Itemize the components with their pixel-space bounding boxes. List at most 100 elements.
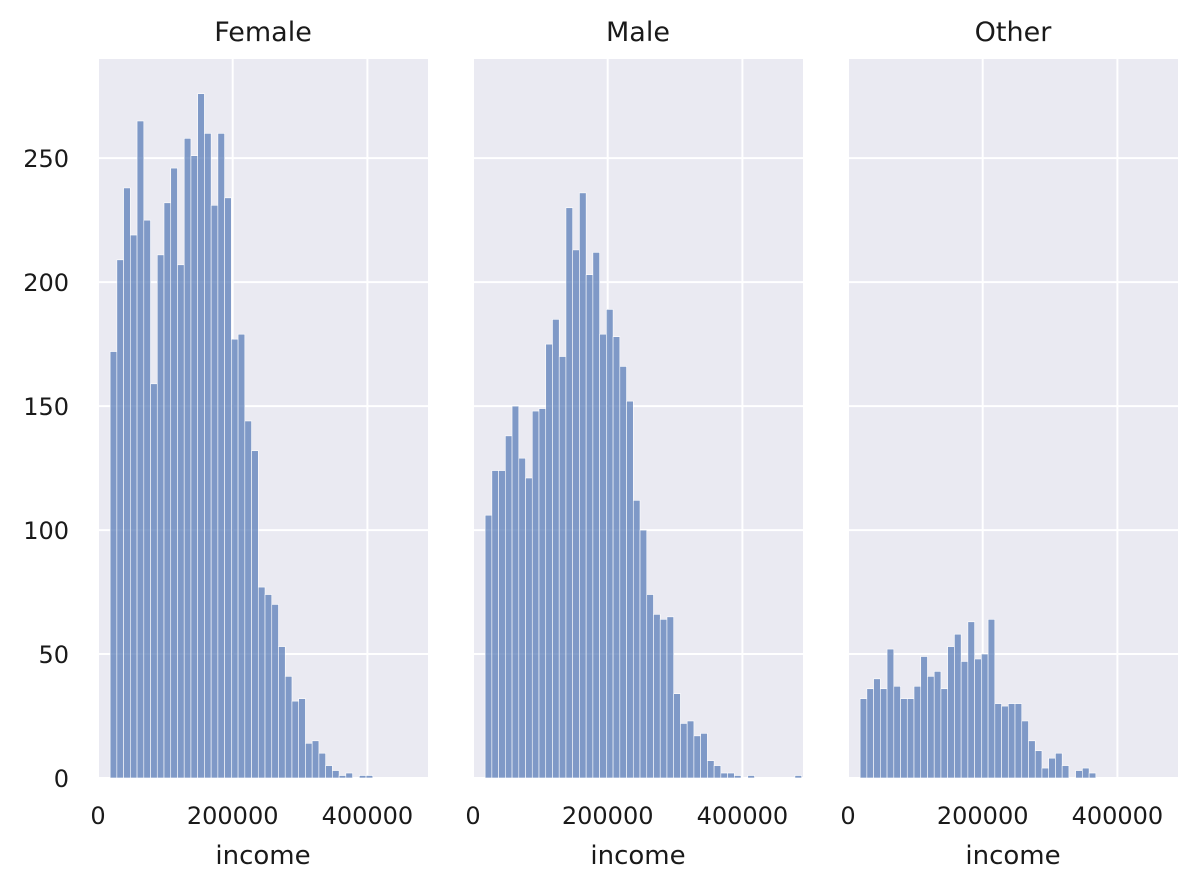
y-tick-label: 0: [54, 765, 69, 793]
histogram-bar: [545, 343, 553, 779]
histogram-bar: [150, 383, 158, 779]
histogram-bar: [713, 765, 722, 779]
histogram-bar: [866, 688, 874, 779]
histogram-bar: [271, 604, 279, 779]
histogram-bar: [251, 450, 259, 779]
histogram-bar: [987, 619, 996, 779]
histogram-bar: [686, 720, 695, 779]
histogram-bar: [197, 93, 205, 779]
y-tick-label: 200: [23, 269, 69, 297]
histogram-bar: [1075, 770, 1083, 779]
x-axis-label: income: [590, 841, 685, 871]
y-tick-label: 150: [23, 393, 69, 421]
x-tick-label: 200000: [937, 802, 1029, 830]
x-tick-label: 200000: [187, 802, 279, 830]
histogram-bar: [1041, 767, 1049, 779]
histogram-bar: [707, 760, 715, 779]
histogram-bar: [505, 435, 513, 779]
histogram-bar: [1048, 757, 1056, 779]
histogram-bar: [954, 633, 962, 779]
histogram-bar: [727, 772, 735, 779]
histogram-bar: [1034, 750, 1043, 779]
histogram-bar: [231, 338, 239, 779]
histogram-bar: [318, 752, 326, 779]
histogram-bar: [558, 356, 567, 779]
facet-title: Other: [975, 17, 1053, 48]
histogram-bar: [626, 400, 634, 779]
histogram-bar: [1007, 703, 1016, 779]
histogram-bar: [927, 676, 935, 779]
histogram-bar: [311, 740, 320, 779]
histogram-bar: [794, 775, 802, 779]
histogram-bar: [525, 477, 533, 779]
histogram-bar: [365, 775, 374, 779]
histogram-bar: [734, 775, 742, 779]
histogram-bar: [700, 733, 708, 779]
y-tick-label: 50: [38, 641, 69, 669]
histogram-bar: [1028, 740, 1036, 779]
histogram-bar: [639, 529, 648, 779]
histogram-bar: [116, 259, 124, 779]
histogram-bar: [1082, 767, 1090, 779]
histogram-bar: [947, 646, 955, 779]
histogram-bar: [720, 772, 728, 779]
histogram-bar: [619, 366, 627, 779]
facet-title: Female: [214, 17, 312, 48]
histogram-bar: [873, 678, 881, 779]
histogram-bar: [237, 333, 246, 779]
histogram-bar: [572, 249, 580, 779]
y-tick-label: 100: [23, 517, 69, 545]
histogram-bar: [217, 133, 225, 779]
histogram-bar: [130, 234, 138, 779]
histogram-bar: [136, 120, 145, 779]
histogram-bar: [646, 594, 654, 779]
histogram-bar: [552, 319, 560, 779]
histogram-bar: [599, 333, 607, 779]
histogram-bar: [981, 653, 989, 779]
histogram-bar: [747, 775, 755, 779]
x-axis-label: income: [215, 841, 310, 871]
histogram-bar: [278, 646, 286, 779]
histogram-bar: [518, 457, 526, 779]
histogram-bar: [204, 133, 212, 779]
histogram-bar: [565, 207, 573, 779]
histogram-bar: [1061, 765, 1070, 779]
histogram-bar: [244, 420, 252, 779]
histogram-bar: [511, 405, 520, 779]
histogram-bar: [632, 500, 641, 779]
histogram-bar: [143, 219, 151, 779]
x-tick-label: 0: [90, 802, 105, 830]
x-tick-label: 0: [840, 802, 855, 830]
histogram-bar: [491, 470, 499, 779]
histogram-bar: [893, 685, 901, 779]
histogram-bar: [606, 309, 614, 779]
y-tick-label: 250: [23, 145, 69, 173]
histogram-bar: [1001, 705, 1009, 779]
histogram-bar: [359, 775, 367, 779]
histogram-bar: [906, 698, 915, 779]
histogram-bar: [1055, 752, 1063, 779]
histogram-bar: [170, 167, 178, 779]
histogram-bar: [913, 685, 922, 779]
histogram-bar: [680, 723, 688, 779]
x-tick-label: 400000: [322, 802, 414, 830]
histogram-bar: [659, 619, 668, 779]
histogram-bar: [1088, 772, 1097, 779]
histogram-bar: [156, 254, 165, 779]
histogram-bar: [298, 698, 306, 779]
histogram-bar: [967, 621, 975, 779]
histogram-bar: [538, 408, 547, 779]
x-axis-label: income: [965, 841, 1060, 871]
histogram-bar: [673, 693, 681, 779]
histogram-bar: [163, 202, 172, 779]
histogram-bar: [886, 648, 895, 779]
histogram-bar: [177, 264, 185, 779]
histogram-bar: [940, 688, 948, 779]
histogram-bar: [693, 735, 701, 779]
histogram-bar: [900, 698, 908, 779]
histogram-bar: [210, 204, 219, 779]
histogram-bar: [291, 700, 299, 779]
histogram-bar: [190, 155, 198, 779]
